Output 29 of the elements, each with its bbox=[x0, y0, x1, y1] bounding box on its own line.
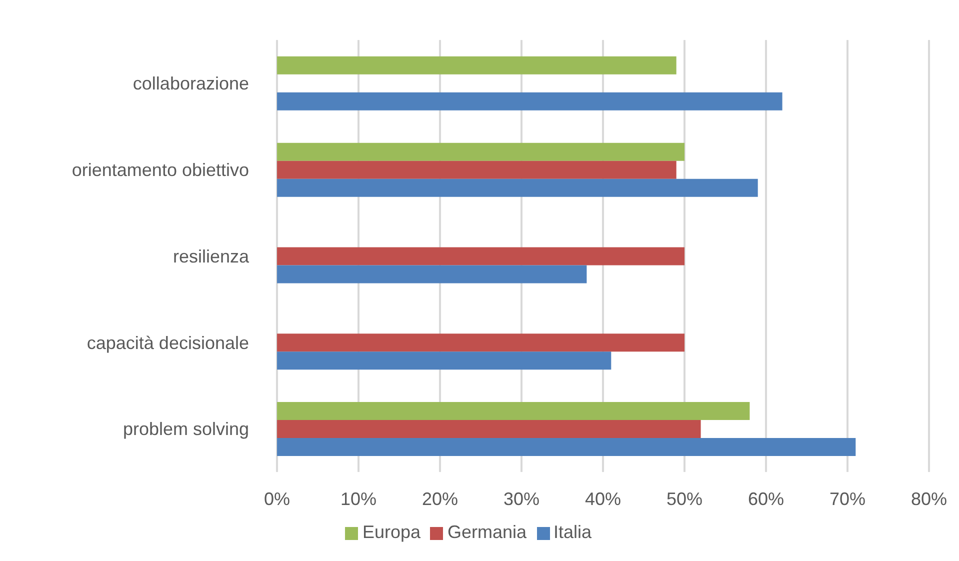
x-tick-label: 10% bbox=[340, 488, 377, 509]
bar bbox=[277, 160, 676, 179]
bar bbox=[277, 56, 676, 74]
x-tick-label: 80% bbox=[910, 488, 948, 509]
x-tick-label: 50% bbox=[666, 488, 703, 509]
x-tick-label: 20% bbox=[422, 488, 458, 509]
y-tick-label: problem solving bbox=[122, 419, 249, 440]
x-tick-label: 0% bbox=[264, 488, 290, 509]
x-tick-label: 60% bbox=[748, 488, 784, 509]
bar bbox=[277, 142, 684, 161]
bar bbox=[277, 420, 701, 438]
bar bbox=[277, 352, 612, 370]
x-tick-label: 70% bbox=[829, 488, 866, 509]
legend-label: Italia bbox=[554, 522, 592, 542]
bar bbox=[277, 92, 782, 110]
y-tick-label: resilienza bbox=[172, 246, 250, 266]
legend-label: Europa bbox=[362, 522, 420, 542]
bar bbox=[277, 402, 750, 420]
y-tick-label: orientamento obiettivo bbox=[72, 160, 249, 180]
x-tick-label: 30% bbox=[503, 488, 540, 509]
legend-label: Germania bbox=[447, 522, 527, 542]
bar bbox=[277, 438, 856, 456]
bar bbox=[277, 334, 684, 352]
y-tick-label: capacità decisionale bbox=[86, 332, 249, 353]
x-tick-label: 40% bbox=[584, 488, 622, 509]
y-tick-label: collaborazione bbox=[132, 74, 249, 94]
bar bbox=[277, 178, 758, 197]
bar bbox=[277, 265, 587, 284]
bar bbox=[277, 247, 684, 266]
